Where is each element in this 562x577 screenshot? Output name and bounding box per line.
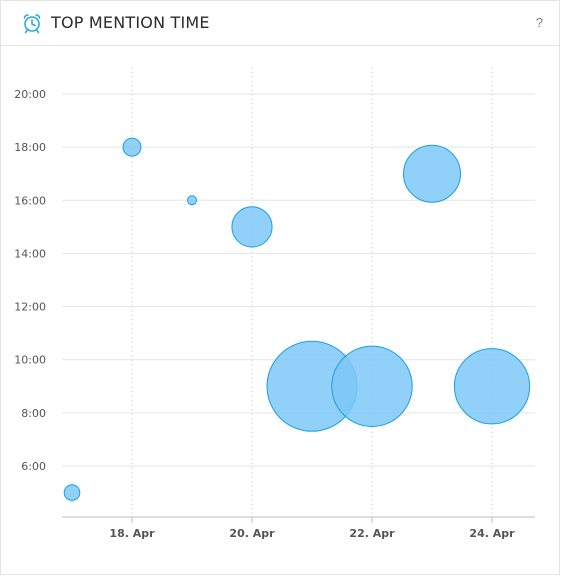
bubble-point[interactable] xyxy=(403,144,461,203)
bubble-point[interactable] xyxy=(231,206,273,248)
panel-title: TOP MENTION TIME xyxy=(51,13,210,32)
y-tick-label: 8:00 xyxy=(21,407,46,420)
chart-area: 6:00 8:00 10:00 12:00 14:00 16:00 18:00 20:00 18… xyxy=(1,47,561,577)
help-button[interactable]: ? xyxy=(535,15,543,30)
bubble-layer xyxy=(63,137,531,501)
bubble-point[interactable] xyxy=(63,484,81,501)
y-tick-label: 12:00 xyxy=(14,301,46,314)
x-tick-label: 18. Apr xyxy=(109,527,155,540)
grid-layer xyxy=(62,67,535,517)
y-tick-label: 6:00 xyxy=(21,460,46,473)
y-tick-label: 10:00 xyxy=(14,354,46,367)
bubble-point[interactable] xyxy=(453,348,531,425)
axis-layer: 6:00 8:00 10:00 12:00 14:00 16:00 18:00 20:00 18… xyxy=(14,88,535,540)
y-tick-label: 16:00 xyxy=(14,194,46,207)
x-tick-label: 24. Apr xyxy=(469,527,515,540)
bubble-point[interactable] xyxy=(187,195,197,206)
bubble-point[interactable] xyxy=(331,345,413,427)
alarm-clock-icon xyxy=(23,14,41,34)
x-tick-label: 22. Apr xyxy=(349,527,395,540)
y-tick-label: 18:00 xyxy=(14,141,46,154)
y-tick-label: 14:00 xyxy=(14,247,46,260)
y-tick-label: 20:00 xyxy=(14,88,46,101)
bubble-chart: 6:00 8:00 10:00 12:00 14:00 16:00 18:00 20:00 18… xyxy=(14,67,535,540)
panel-header: TOP MENTION TIME ? xyxy=(1,1,559,46)
bubble-point[interactable] xyxy=(122,137,142,157)
x-tick-label: 20. Apr xyxy=(229,527,275,540)
